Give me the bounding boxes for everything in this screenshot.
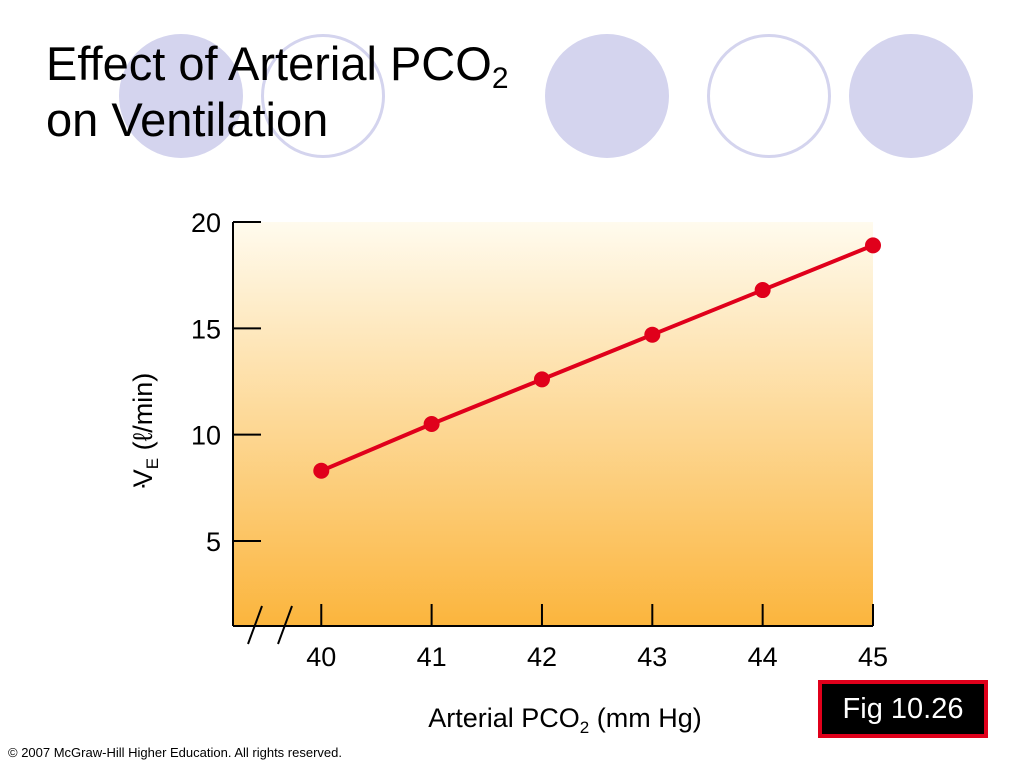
data-point <box>533 371 550 388</box>
x-tick-label: 41 <box>417 642 447 672</box>
y-axis-label: VE (ℓ/min) <box>128 373 162 488</box>
y-axis-dot-accent: · <box>139 469 148 499</box>
series-line <box>320 243 874 473</box>
x-tick-label: 43 <box>637 642 667 672</box>
data-point <box>865 237 881 254</box>
decor-circle <box>261 34 385 158</box>
data-point <box>423 416 440 432</box>
title-line-2: on Ventilation <box>46 93 329 146</box>
copyright-notice: © 2007 McGraw-Hill Higher Education. All… <box>8 745 342 760</box>
data-point <box>644 326 661 343</box>
y-tick-label: 15 <box>191 314 221 344</box>
y-axis-subscript: E <box>143 458 162 469</box>
y-axis-symbol: V <box>128 469 158 487</box>
axes: 5 10 15 20 40 41 42 43 44 45 <box>191 208 888 672</box>
decor-circle <box>707 34 831 158</box>
axis-break-mark <box>277 605 293 645</box>
y-axis-unit: (ℓ/min) <box>128 373 158 458</box>
x-tick-label: 40 <box>306 642 336 672</box>
axis-break-mark <box>247 605 263 645</box>
data-series <box>313 237 881 479</box>
x-axis-unit: (mm Hg) <box>589 703 701 733</box>
x-tick-label: 45 <box>858 642 888 672</box>
decor-circle <box>545 34 669 158</box>
slide-title: Effect of Arterial PCO2 on Ventilation <box>46 36 509 148</box>
decor-circle <box>119 34 243 158</box>
x-axis-subscript: 2 <box>580 718 589 737</box>
figure-label-badge: Fig 10.26 <box>818 680 988 738</box>
title-line-1: Effect of Arterial PCO2 <box>46 37 509 95</box>
x-tick-label: 42 <box>527 642 557 672</box>
x-axis-label: Arterial PCO2 (mm Hg) <box>428 703 702 737</box>
y-tick-label: 5 <box>206 527 221 557</box>
x-tick-label: 44 <box>748 642 778 672</box>
y-tick-label: 20 <box>191 208 221 238</box>
data-point <box>754 282 771 299</box>
y-tick-label: 10 <box>191 421 221 451</box>
data-point <box>313 462 330 479</box>
x-axis-title: Arterial PCO <box>428 703 580 733</box>
decor-circle <box>849 34 973 158</box>
